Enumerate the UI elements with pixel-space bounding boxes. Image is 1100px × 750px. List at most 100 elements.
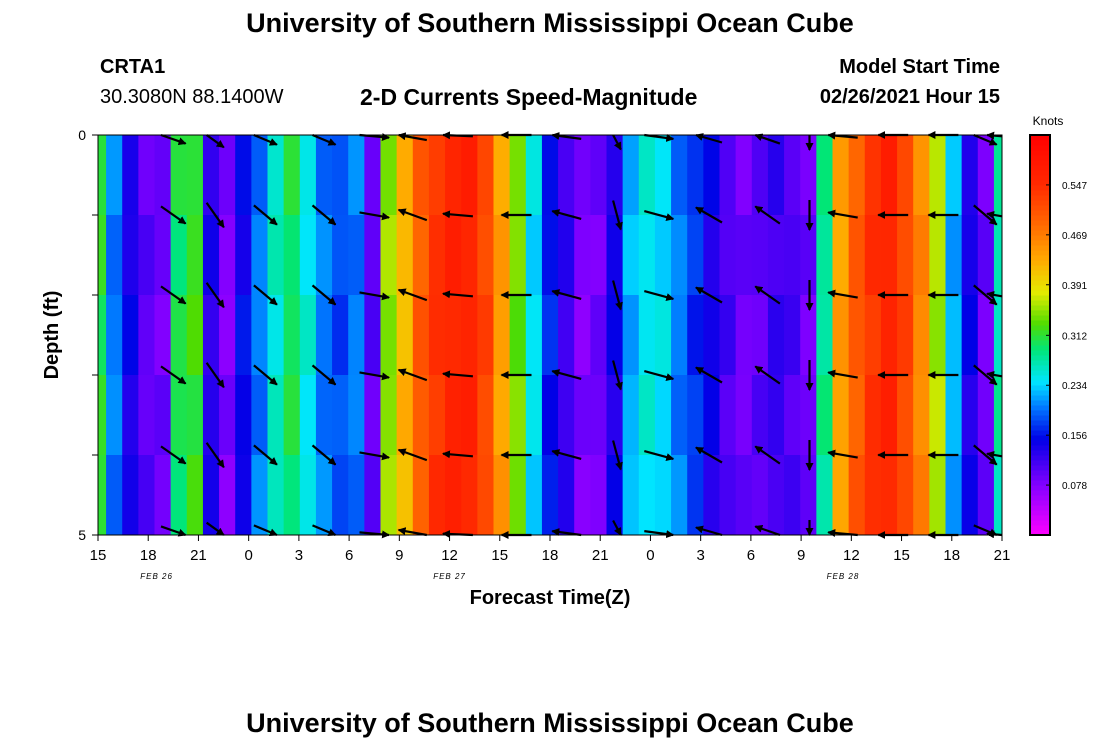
heatmap-cell	[606, 215, 624, 296]
current-vector-arrow	[986, 450, 1003, 459]
heatmap-cell	[832, 455, 850, 536]
heatmap-cell	[428, 135, 446, 216]
heatmap-cell	[380, 135, 398, 216]
heatmap-cell	[445, 215, 462, 296]
heatmap-cell	[283, 375, 301, 456]
colorbar-segment	[1030, 385, 1050, 391]
heatmap-cell	[477, 455, 494, 536]
colorbar-segment	[1030, 375, 1050, 381]
heatmap-cell	[654, 215, 672, 296]
x-axis-tick-label: 21	[190, 547, 207, 564]
x-axis-tick-label: 6	[345, 547, 353, 564]
colorbar-segment	[1030, 230, 1050, 236]
current-vector-arrow	[644, 530, 675, 539]
heatmap-cell	[719, 295, 737, 376]
colorbar-segment	[1030, 345, 1050, 351]
current-vector-arrow	[754, 524, 781, 537]
colorbar-segment	[1030, 430, 1050, 436]
colorbar-tick-label: 0.469	[1062, 231, 1087, 242]
heatmap-cell	[267, 215, 285, 296]
heatmap-cell	[283, 215, 301, 296]
current-vector-arrow	[397, 288, 428, 302]
model-start-label: Model Start Time	[839, 56, 1000, 78]
heatmap-cell	[929, 375, 946, 456]
heatmap-cell	[832, 375, 850, 456]
heatmap-cell	[558, 295, 575, 376]
heatmap-cell	[332, 135, 349, 216]
heatmap-cell	[977, 455, 995, 536]
colorbar-segment	[1030, 370, 1050, 376]
heatmap-cell	[170, 455, 188, 536]
heatmap-cell	[219, 215, 236, 296]
current-vector-arrow	[986, 210, 1003, 219]
current-vector-arrow	[205, 202, 225, 229]
colorbar-segment	[1030, 450, 1050, 456]
heatmap-cell	[816, 455, 833, 536]
heatmap-cell	[509, 215, 527, 296]
heatmap-cell	[98, 375, 107, 456]
heatmap-cell	[606, 375, 624, 456]
heatmap-cell	[897, 135, 914, 216]
heatmap-cells	[98, 135, 1003, 536]
heatmap-cell	[138, 375, 155, 456]
heatmap-cell	[638, 455, 656, 536]
heatmap-cell	[590, 295, 607, 376]
station-id: CRTA1	[100, 56, 166, 78]
heatmap-cell	[654, 375, 672, 456]
heatmap-cell	[671, 135, 688, 216]
current-vector-arrow	[397, 132, 427, 142]
colorbar-segment	[1030, 380, 1050, 386]
heatmap-cell	[671, 295, 688, 376]
heatmap-cell	[299, 135, 317, 216]
heatmap-cell	[332, 215, 349, 296]
heatmap-cell	[122, 295, 139, 376]
current-vector-arrow	[397, 448, 428, 462]
heatmap-cell	[929, 295, 946, 376]
current-vector-arrow	[827, 209, 858, 219]
heatmap-cell	[913, 215, 930, 296]
heatmap-cell	[412, 295, 430, 376]
current-vector-arrow	[612, 360, 623, 391]
current-vector-arrow	[160, 365, 187, 385]
current-vector-arrow	[359, 211, 390, 221]
heatmap-cell	[622, 375, 640, 456]
current-vector-arrow	[754, 445, 781, 465]
current-vector-arrow	[612, 134, 622, 151]
heatmap-cell	[428, 215, 446, 296]
colorbar-segment	[1030, 320, 1050, 326]
heatmap-cell	[154, 135, 172, 216]
heatmap-cell	[622, 295, 640, 376]
heatmap-cell	[913, 375, 930, 456]
heatmap-cell	[767, 215, 785, 296]
colorbar-segment	[1030, 510, 1050, 516]
colorbar-segment	[1030, 440, 1050, 446]
colorbar-segment	[1030, 240, 1050, 246]
heatmap-cell	[880, 135, 898, 216]
x-axis-tick-label: 0	[646, 547, 654, 564]
colorbar-tick-label: 0.312	[1062, 331, 1087, 342]
heatmap-cell	[509, 135, 527, 216]
colorbar-segment	[1030, 210, 1050, 216]
heatmap-cell	[880, 295, 898, 376]
colorbar-segment	[1030, 330, 1050, 336]
heatmap-cell	[848, 295, 866, 376]
heatmap-cell	[380, 375, 398, 456]
heatmap-cell	[138, 215, 155, 296]
current-vector-arrow	[311, 204, 337, 226]
heatmap-cell	[574, 375, 591, 456]
heatmap-cell	[880, 215, 898, 296]
colorbar-segment	[1030, 305, 1050, 311]
heatmap-cell	[202, 455, 220, 536]
current-vector-arrow	[312, 133, 337, 146]
colorbar-segment	[1030, 490, 1050, 496]
heatmap-cell	[751, 455, 769, 536]
current-vector-arrow	[253, 524, 278, 537]
heatmap-cell	[622, 455, 640, 536]
heatmap-cell	[735, 375, 753, 456]
heatmap-cell	[671, 215, 688, 296]
current-vector-arrow	[397, 527, 427, 537]
colorbar-segment	[1030, 285, 1050, 291]
heatmap-cell	[751, 295, 769, 376]
heatmap-cell	[299, 215, 317, 296]
current-vector-arrow	[973, 444, 998, 466]
